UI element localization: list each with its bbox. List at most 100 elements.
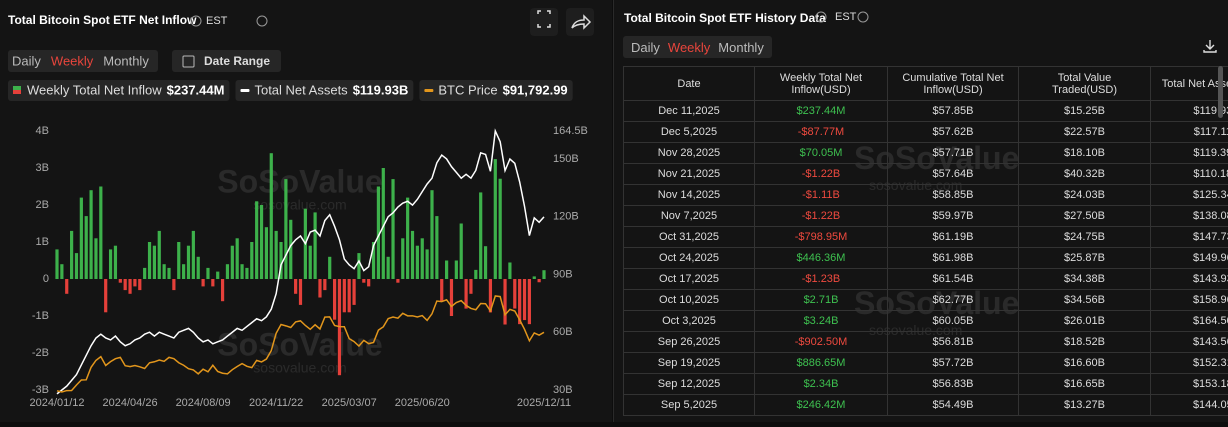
bar bbox=[508, 262, 511, 279]
bar bbox=[240, 264, 243, 279]
info-icon[interactable] bbox=[814, 10, 828, 24]
x-tick-label: 2025/12/11 bbox=[517, 397, 571, 409]
scrollbar[interactable] bbox=[1218, 66, 1223, 118]
table-cell: -$798.95M bbox=[755, 227, 888, 248]
tab[interactable]: Daily bbox=[12, 53, 41, 68]
table-cell: Oct 31,2025 bbox=[624, 227, 755, 248]
table-cell: $152.31B bbox=[1151, 353, 1228, 374]
table-row: Sep 19,2025$886.65M$57.72B$16.60B$152.31… bbox=[624, 353, 1228, 374]
timezone: EST bbox=[835, 11, 856, 23]
bar bbox=[89, 190, 92, 279]
table-cell: $110.18B bbox=[1151, 164, 1228, 185]
bar bbox=[104, 279, 107, 312]
table-cell: $57.85B bbox=[888, 101, 1019, 122]
tab[interactable]: Monthly bbox=[714, 40, 768, 55]
bar bbox=[401, 238, 404, 279]
table-cell: $61.98B bbox=[888, 248, 1019, 269]
tab[interactable]: Monthly bbox=[103, 53, 149, 68]
table-cell: $22.57B bbox=[1019, 122, 1151, 143]
legend-swatch bbox=[424, 89, 433, 92]
bar bbox=[245, 268, 248, 279]
fullscreen-button[interactable] bbox=[530, 8, 558, 36]
bar bbox=[445, 261, 448, 280]
table-cell: $59.97B bbox=[888, 206, 1019, 227]
bar bbox=[177, 242, 180, 279]
bar bbox=[65, 279, 68, 294]
bar bbox=[158, 231, 161, 279]
column-header: Date bbox=[624, 67, 755, 101]
legend-value: $91,792.99 bbox=[503, 82, 568, 97]
bar bbox=[333, 279, 336, 320]
y-tick-label: 4B bbox=[36, 125, 49, 137]
legend-value: $237.44M bbox=[167, 82, 225, 97]
table-cell: $26.01B bbox=[1019, 311, 1151, 332]
table-cell: $125.34B bbox=[1151, 185, 1228, 206]
x-tick-label: 2024/11/22 bbox=[249, 397, 303, 409]
table-cell: $60.05B bbox=[888, 311, 1019, 332]
download-icon[interactable] bbox=[1202, 38, 1218, 54]
bar bbox=[133, 279, 136, 286]
table-row: Nov 7,2025-$1.22B$59.97B$27.50B$138.08B bbox=[624, 206, 1228, 227]
table-row: Oct 10,2025$2.71B$62.77B$34.56B$158.96B bbox=[624, 290, 1228, 311]
bar bbox=[396, 279, 399, 283]
bar bbox=[479, 192, 482, 279]
table-cell: $61.54B bbox=[888, 269, 1019, 290]
table-cell: $57.64B bbox=[888, 164, 1019, 185]
bar bbox=[421, 238, 424, 279]
bar bbox=[538, 279, 541, 282]
table-row: Sep 12,2025$2.34B$56.83B$16.65B$153.18B bbox=[624, 374, 1228, 395]
table-cell: -$1.22B bbox=[755, 206, 888, 227]
table-cell: Sep 26,2025 bbox=[624, 332, 755, 353]
table-cell: $57.62B bbox=[888, 122, 1019, 143]
watermark: SoSoValue bbox=[217, 163, 382, 199]
y2-tick-label: 150B bbox=[553, 153, 579, 165]
column-header: Weekly Total Net Inflow(USD) bbox=[755, 67, 888, 101]
x-tick-label: 2024/08/09 bbox=[176, 397, 231, 409]
info-icon[interactable] bbox=[856, 10, 870, 24]
table-cell: $119.93B bbox=[1151, 101, 1228, 122]
y-tick-label: 0 bbox=[43, 273, 49, 285]
y2-tick-label: 30B bbox=[553, 384, 573, 396]
info-icon[interactable] bbox=[257, 16, 267, 26]
bar bbox=[216, 272, 219, 279]
table-cell: $143.93B bbox=[1151, 269, 1228, 290]
tab[interactable]: Weekly bbox=[664, 40, 714, 55]
table-cell: $158.96B bbox=[1151, 290, 1228, 311]
bar bbox=[202, 279, 205, 286]
bar bbox=[499, 179, 502, 279]
table-cell: $138.08B bbox=[1151, 206, 1228, 227]
bar bbox=[250, 242, 253, 279]
table-cell: $18.52B bbox=[1019, 332, 1151, 353]
tab[interactable]: Weekly bbox=[51, 53, 94, 68]
bar bbox=[309, 246, 312, 279]
watermark-url: sosovalue.com bbox=[253, 360, 346, 376]
bar bbox=[187, 246, 190, 279]
tab[interactable]: Daily bbox=[627, 40, 664, 55]
bar bbox=[197, 257, 200, 279]
bar bbox=[255, 201, 258, 279]
bar bbox=[348, 279, 351, 312]
table-cell: $13.27B bbox=[1019, 395, 1151, 416]
table-cell: -$1.22B bbox=[755, 164, 888, 185]
table-cell: $2.34B bbox=[755, 374, 888, 395]
bar bbox=[192, 231, 195, 279]
table-cell: $3.24B bbox=[755, 311, 888, 332]
table-cell: Oct 3,2025 bbox=[624, 311, 755, 332]
bar bbox=[260, 205, 263, 279]
bar bbox=[70, 231, 73, 279]
table-cell: $119.39B bbox=[1151, 143, 1228, 164]
table-row: Nov 14,2025-$1.11B$58.85B$24.03B$125.34B bbox=[624, 185, 1228, 206]
bar bbox=[460, 224, 463, 280]
bar bbox=[523, 279, 526, 320]
bar bbox=[323, 279, 326, 290]
bar bbox=[362, 279, 365, 283]
bar bbox=[99, 187, 102, 280]
table-cell: -$1.11B bbox=[755, 185, 888, 206]
bar bbox=[299, 279, 302, 305]
bar bbox=[328, 257, 331, 279]
table-cell: $27.50B bbox=[1019, 206, 1151, 227]
bar bbox=[513, 279, 516, 309]
y-tick-label: 1B bbox=[36, 236, 49, 248]
bar bbox=[60, 264, 63, 279]
